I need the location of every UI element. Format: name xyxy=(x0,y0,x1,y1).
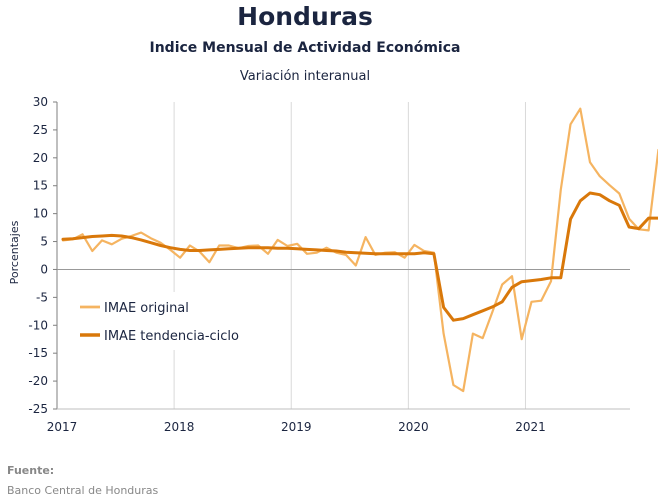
x-tick-label: 2018 xyxy=(164,420,195,434)
line-chart: 2017 2018 2019 2020 2021 30 25 20 15 10 5 0 -5 -10 -15… xyxy=(8,95,658,434)
source-label: Fuente: xyxy=(7,464,55,477)
y-tick-label: -10 xyxy=(28,318,48,332)
y-tick-label: -15 xyxy=(28,346,48,360)
y-tick-label: -5 xyxy=(36,290,48,304)
x-tick-label: 2021 xyxy=(515,420,546,434)
x-tick-label: 2020 xyxy=(398,420,429,434)
chart-subtitle: Indice Mensual de Actividad Económica xyxy=(149,40,461,56)
source-text: Banco Central de Honduras xyxy=(7,484,159,497)
legend-label: IMAE tendencia-ciclo xyxy=(104,329,239,344)
y-tick-label: 25 xyxy=(33,123,48,137)
series-line-imae-tendencia-ciclo xyxy=(61,191,658,322)
y-tick-label: -25 xyxy=(28,402,48,416)
x-tick-label: 2019 xyxy=(281,420,312,434)
y-tick-label: 0 xyxy=(40,262,48,276)
legend-box xyxy=(70,292,250,350)
y-tick-label: 15 xyxy=(33,179,48,193)
series-line-imae-original xyxy=(61,107,658,393)
y-axis-label: Porcentajes xyxy=(8,220,21,284)
y-tick-label: -20 xyxy=(28,374,48,388)
y-tick-label: 5 xyxy=(40,235,48,249)
chart-title: Honduras xyxy=(237,2,373,31)
x-tick-label: 2017 xyxy=(47,420,78,434)
y-tick-label: 10 xyxy=(33,207,48,221)
legend-label: IMAE original xyxy=(104,301,189,316)
y-tick-label: 30 xyxy=(33,95,48,109)
y-tick-label: 20 xyxy=(33,151,48,165)
chart-subsubtitle: Variación interanual xyxy=(239,69,371,84)
